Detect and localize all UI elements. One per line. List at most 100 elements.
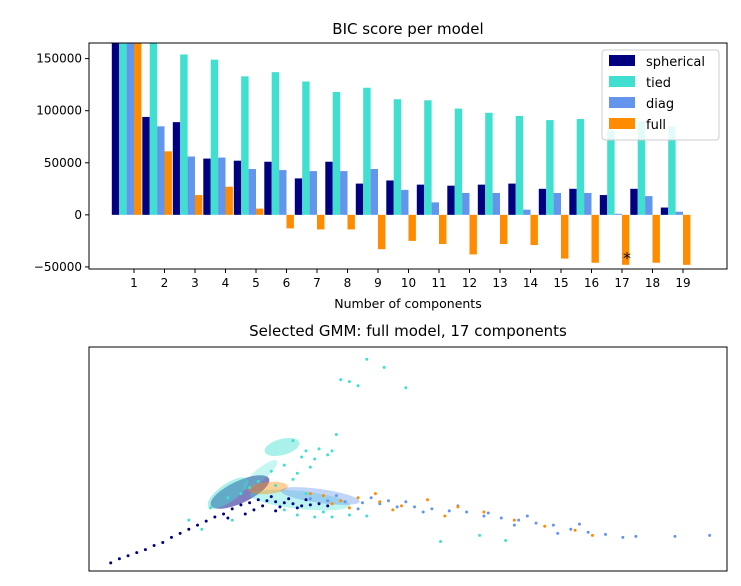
scatter-point <box>482 514 486 518</box>
scatter-point <box>426 498 430 502</box>
gmm-plot-frame <box>88 346 728 572</box>
x-tick-label: 7 <box>313 276 321 290</box>
bic-x-axis-label: Number of components <box>334 296 481 311</box>
scatter-point <box>673 534 677 538</box>
legend-swatch-diag <box>609 97 635 108</box>
scatter-point <box>230 518 234 522</box>
scatter-point <box>391 508 395 512</box>
scatter-point <box>478 533 482 537</box>
scatter-point <box>504 538 508 542</box>
scatter-point <box>343 500 347 504</box>
scatter-point <box>534 521 538 525</box>
bar-full-3 <box>195 195 203 215</box>
scatter-point <box>295 513 299 517</box>
scatter-point <box>621 535 625 539</box>
x-tick-label: 5 <box>252 276 260 290</box>
bar-tied-7 <box>302 81 310 215</box>
x-tick-label: 19 <box>675 276 690 290</box>
gmm-component-ellipses <box>207 437 360 511</box>
scatter-point <box>395 505 399 509</box>
y-tick-label: 100000 <box>36 104 82 118</box>
scatter-point <box>634 534 638 538</box>
scatter-point <box>169 535 173 539</box>
y-tick-label: −50000 <box>34 260 82 274</box>
scatter-point <box>404 386 408 390</box>
gmm-ellipse <box>248 481 288 495</box>
scatter-point <box>304 449 308 453</box>
bar-full-1 <box>134 43 142 215</box>
bar-full-17 <box>622 214 630 265</box>
scatter-point <box>590 533 594 537</box>
scatter-point <box>517 518 521 522</box>
bar-spherical-15 <box>538 188 547 215</box>
bar-series-group <box>111 43 691 265</box>
bar-diag-3 <box>187 156 195 215</box>
scatter-point <box>187 518 191 522</box>
scatter-point <box>421 510 425 514</box>
bic-legend: spherical tied diag full <box>601 49 720 141</box>
scatter-point <box>321 510 325 514</box>
scatter-point <box>369 496 373 500</box>
legend-swatch-full <box>609 118 635 129</box>
scatter-point <box>308 503 312 507</box>
bar-tied-11 <box>424 100 432 215</box>
scatter-point <box>486 511 490 515</box>
legend-label-tied: tied <box>646 76 671 91</box>
scatter-point <box>356 496 360 500</box>
scatter-point <box>326 453 330 457</box>
bar-spherical-2 <box>142 116 150 215</box>
x-tick-label: 15 <box>553 276 568 290</box>
scatter-point <box>187 527 191 531</box>
scatter-point <box>274 509 278 513</box>
scatter-point <box>499 516 503 520</box>
bar-tied-4 <box>210 59 219 215</box>
scatter-point <box>512 523 516 527</box>
scatter-point <box>569 527 573 531</box>
bar-spherical-17 <box>599 195 608 215</box>
bar-diag-10 <box>401 189 409 215</box>
scatter-point <box>252 508 256 512</box>
scatter-point <box>126 554 130 558</box>
bar-diag-7 <box>309 171 317 215</box>
scatter-point <box>287 497 291 501</box>
bar-full-6 <box>286 214 294 229</box>
bar-tied-6 <box>271 72 280 215</box>
bar-spherical-9 <box>355 183 364 215</box>
bar-diag-13 <box>492 192 500 215</box>
bar-spherical-6 <box>264 161 272 215</box>
scatter-point <box>161 540 165 544</box>
bar-spherical-1 <box>111 43 120 215</box>
scatter-point <box>443 514 447 518</box>
scatter-point <box>330 502 334 506</box>
x-tick-label: 18 <box>645 276 660 290</box>
bar-diag-14 <box>523 209 531 215</box>
bar-spherical-19 <box>660 207 669 215</box>
bar-diag-1 <box>126 43 134 215</box>
scatter-point <box>334 494 338 498</box>
bar-diag-5 <box>248 169 256 215</box>
scatter-point <box>326 499 330 503</box>
bar-full-8 <box>347 214 355 230</box>
bar-tied-10 <box>393 99 402 215</box>
y-tick-label: 150000 <box>36 52 82 66</box>
scatter-point <box>243 512 247 516</box>
scatter-point <box>178 531 182 535</box>
y-tick-label: 0 <box>74 208 82 222</box>
gmm-ellipse <box>264 437 300 457</box>
bar-spherical-7 <box>294 178 303 215</box>
bar-diag-8 <box>340 171 348 215</box>
bar-spherical-12 <box>447 185 455 215</box>
bar-diag-15 <box>553 192 561 215</box>
scatter-point <box>269 495 273 499</box>
scatter-point <box>135 551 139 555</box>
x-axis-ticks: 1 2 3 4 5 6 7 8 9 10 11 12 13 14 15 16 17 18 19 <box>130 269 691 290</box>
scatter-point <box>295 471 299 475</box>
x-tick-label: 16 <box>584 276 599 290</box>
scatter-point <box>378 500 382 504</box>
scatter-point <box>439 539 443 543</box>
scatter-point <box>239 492 243 496</box>
scatter-point <box>577 522 581 526</box>
scatter-point <box>708 533 712 537</box>
scatter-point <box>274 483 278 487</box>
scatter-point <box>291 477 295 481</box>
